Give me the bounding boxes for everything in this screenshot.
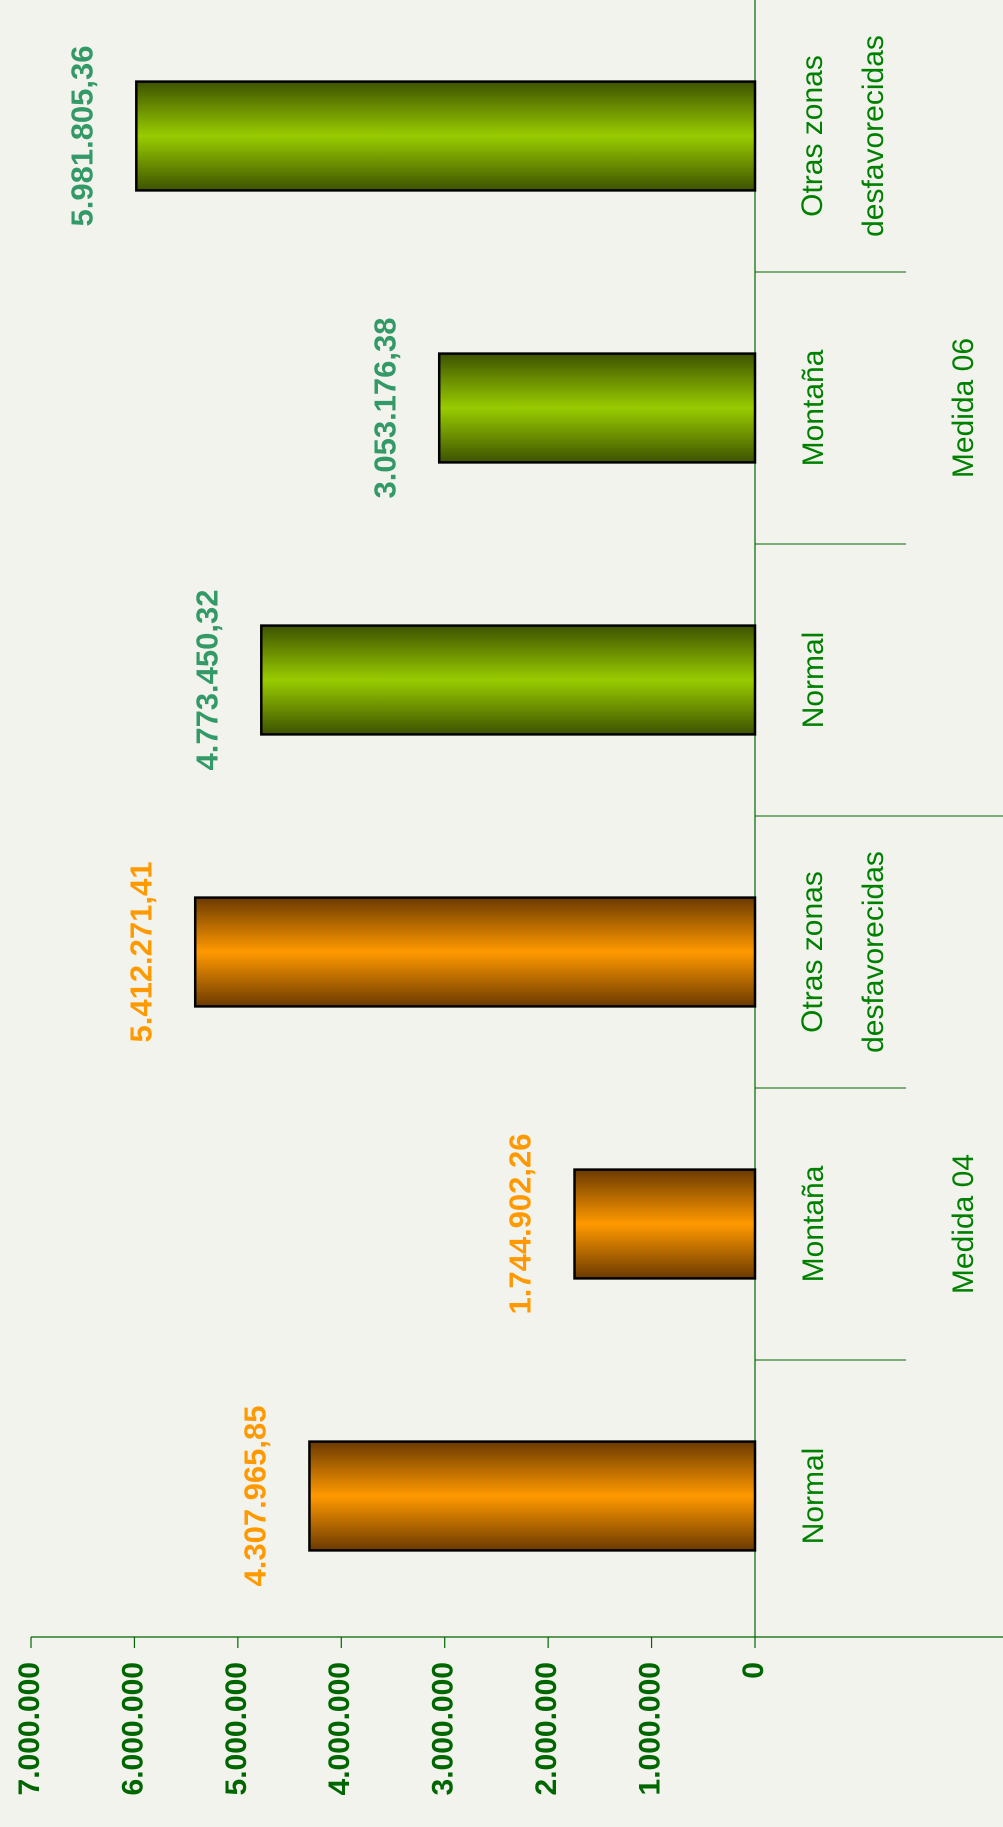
value-label: 5.981.805,36 [64, 45, 99, 226]
label-line: desfavorecidas [857, 35, 890, 237]
bar [437, 352, 757, 464]
group-label: Medida 06 [947, 338, 980, 478]
x-tick-label: Otras zonas desfavorecidas [796, 35, 890, 237]
y-tick-label: 2.000.000 [530, 1662, 563, 1795]
y-tick-label: 1.000.000 [633, 1662, 666, 1795]
x-tick-label: Otras zonas desfavorecidas [796, 851, 890, 1053]
bar [260, 624, 757, 736]
bar [308, 1440, 757, 1552]
y-tick-label: 6.000.000 [116, 1662, 149, 1795]
y-tick-label: 4.000.000 [323, 1662, 356, 1795]
x-tick-label: Montaña [797, 349, 830, 466]
y-tick-label: 5.000.000 [220, 1662, 253, 1795]
value-label: 3.053.176,38 [367, 317, 402, 498]
x-tick-label: Normal [797, 632, 830, 729]
group-label: Medida 04 [947, 1154, 980, 1294]
x-tick-label: Normal [797, 1448, 830, 1545]
value-label: 5.412.271,41 [123, 861, 158, 1042]
y-tick-label: 7.000.000 [13, 1662, 46, 1795]
bar [573, 1168, 757, 1280]
bar [193, 896, 757, 1008]
value-label: 4.307.965,85 [238, 1405, 273, 1586]
label-line: Otras zonas [796, 55, 829, 217]
value-label: 1.744.902,26 [503, 1133, 538, 1314]
label-line: desfavorecidas [857, 851, 890, 1053]
value-label: 4.773.450,32 [189, 589, 224, 770]
y-tick-label: 0 [737, 1662, 770, 1679]
bar [135, 80, 757, 192]
x-tick-label: Montaña [797, 1165, 830, 1282]
y-tick-label: 3.000.000 [427, 1662, 460, 1795]
label-line: Otras zonas [796, 871, 829, 1033]
